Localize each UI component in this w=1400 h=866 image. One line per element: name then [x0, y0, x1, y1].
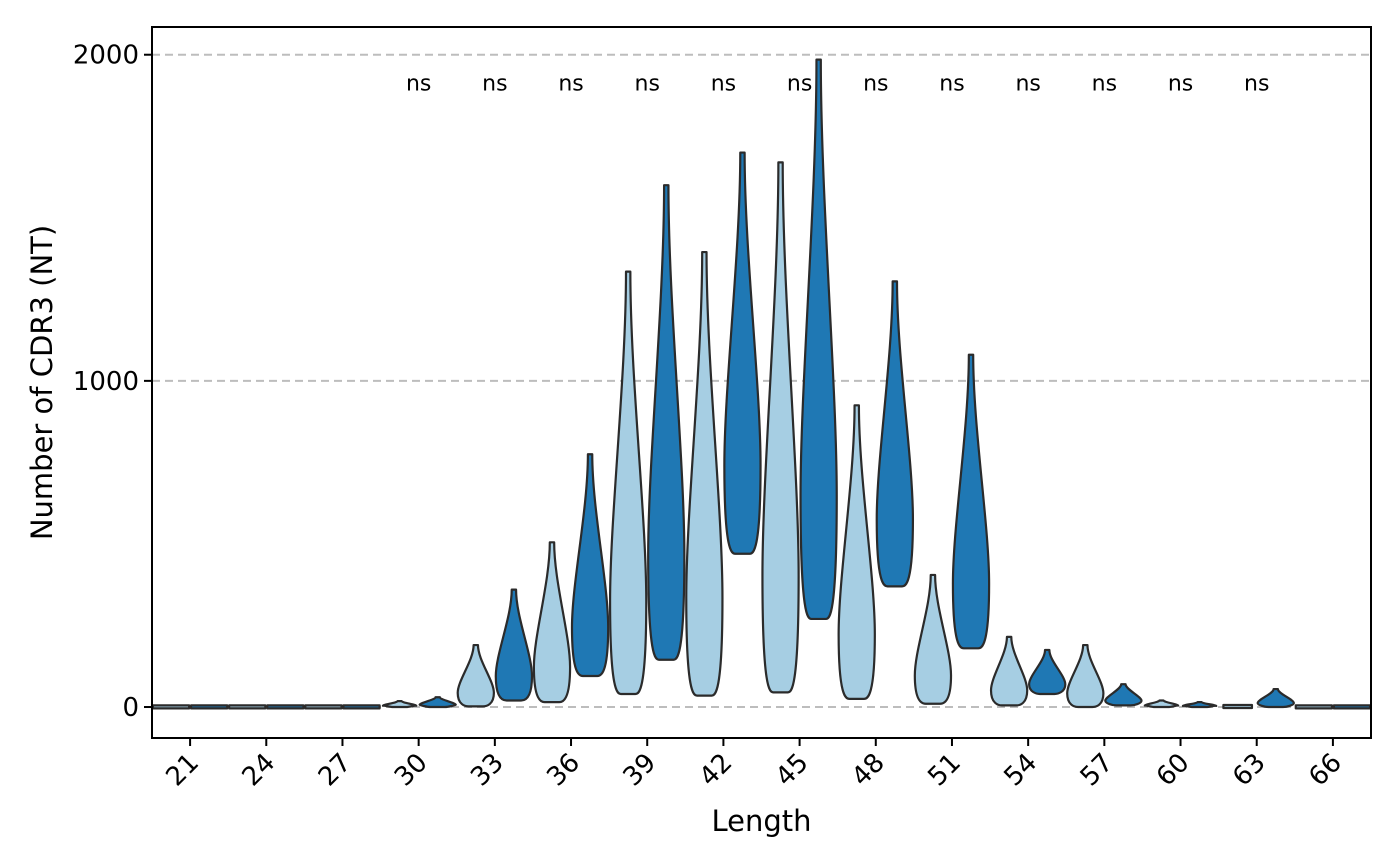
violin-54-group-2	[1028, 648, 1067, 696]
violin-21-group-2	[189, 704, 229, 710]
significance-label: ns	[635, 71, 660, 96]
x-tick-label: 30	[389, 748, 434, 793]
y-tick-label: 0	[122, 693, 139, 723]
x-tick-label: 57	[1075, 748, 1120, 793]
significance-label: ns	[863, 71, 888, 96]
significance-label: ns	[406, 71, 431, 96]
significance-label: ns	[1092, 71, 1117, 96]
violin-27-group-1	[304, 704, 343, 710]
y-axis-title: Number of CDR3 (NT)	[25, 225, 59, 540]
x-tick-label: 48	[846, 748, 891, 793]
significance-label: ns	[482, 71, 507, 96]
violin-24-group-2	[266, 704, 305, 710]
violin-27-group-2	[342, 704, 381, 710]
significance-label: ns	[558, 71, 583, 96]
x-tick-label: 36	[541, 748, 586, 793]
violin-39-group-1	[608, 270, 648, 696]
violin-33-group-1	[456, 643, 495, 708]
x-tick-label: 33	[465, 748, 510, 793]
violin-39-group-2	[647, 184, 686, 661]
violin-42-group-1	[685, 250, 724, 697]
x-tick-label: 54	[998, 748, 1043, 793]
x-tick-label: 24	[237, 748, 282, 793]
x-axis-title: Length	[711, 804, 811, 838]
violin-51-group-1	[913, 573, 953, 705]
violin-42-group-2	[723, 151, 762, 555]
x-tick-label: 51	[922, 748, 967, 793]
significance-label: ns	[939, 71, 964, 96]
violin-45-group-2	[799, 58, 838, 621]
violin-66-group-2	[1332, 704, 1372, 710]
violin-54-group-1	[989, 635, 1029, 707]
significance-labels: ns ns ns ns ns ns ns ns ns ns ns ns	[406, 71, 1269, 96]
x-tick-label: 21	[160, 748, 205, 793]
x-tick-label: 45	[770, 748, 815, 793]
violin-48-group-1	[837, 404, 876, 700]
plot-frame	[151, 26, 1372, 739]
x-tick-label: 27	[313, 748, 358, 793]
x-tick-label: 63	[1227, 748, 1272, 793]
x-axis-ticks: 21 24 27 30 33 36 39 42 45 48 51 54 57 60 63 66	[160, 738, 1348, 793]
violin-24-group-1	[228, 704, 267, 710]
violin-36-group-1	[532, 541, 572, 704]
violin-45-group-1	[761, 161, 800, 694]
significance-label: ns	[711, 71, 736, 96]
violin-30-group-2	[418, 696, 457, 709]
violin-63-group-2	[1256, 687, 1295, 709]
significance-label: ns	[1015, 71, 1040, 96]
violin-21-group-1	[151, 704, 191, 710]
violin-48-group-2	[875, 280, 915, 588]
significance-label: ns	[1168, 71, 1193, 96]
violin-51-group-2	[951, 353, 991, 650]
violin-57-group-1	[1066, 643, 1105, 709]
violin-33-group-2	[494, 588, 534, 702]
violin-66-group-1	[1294, 704, 1334, 710]
violin-60-group-1	[1143, 699, 1180, 709]
violin-63-group-1	[1222, 703, 1254, 710]
x-tick-label: 39	[618, 748, 663, 793]
violins	[151, 58, 1372, 710]
significance-label: ns	[1244, 71, 1269, 96]
y-tick-label: 1000	[73, 367, 139, 397]
x-tick-label: 60	[1151, 748, 1196, 793]
x-tick-label: 42	[694, 748, 739, 793]
violin-60-group-2	[1181, 701, 1218, 709]
violin-36-group-2	[570, 453, 610, 678]
violin-30-group-1	[381, 700, 418, 709]
x-tick-label: 66	[1303, 748, 1348, 793]
y-axis-ticks: 0 1000 2000	[73, 41, 152, 723]
violin-57-group-2	[1104, 683, 1143, 707]
significance-label: ns	[787, 71, 812, 96]
y-tick-label: 2000	[73, 41, 139, 71]
gridlines	[152, 53, 1371, 709]
